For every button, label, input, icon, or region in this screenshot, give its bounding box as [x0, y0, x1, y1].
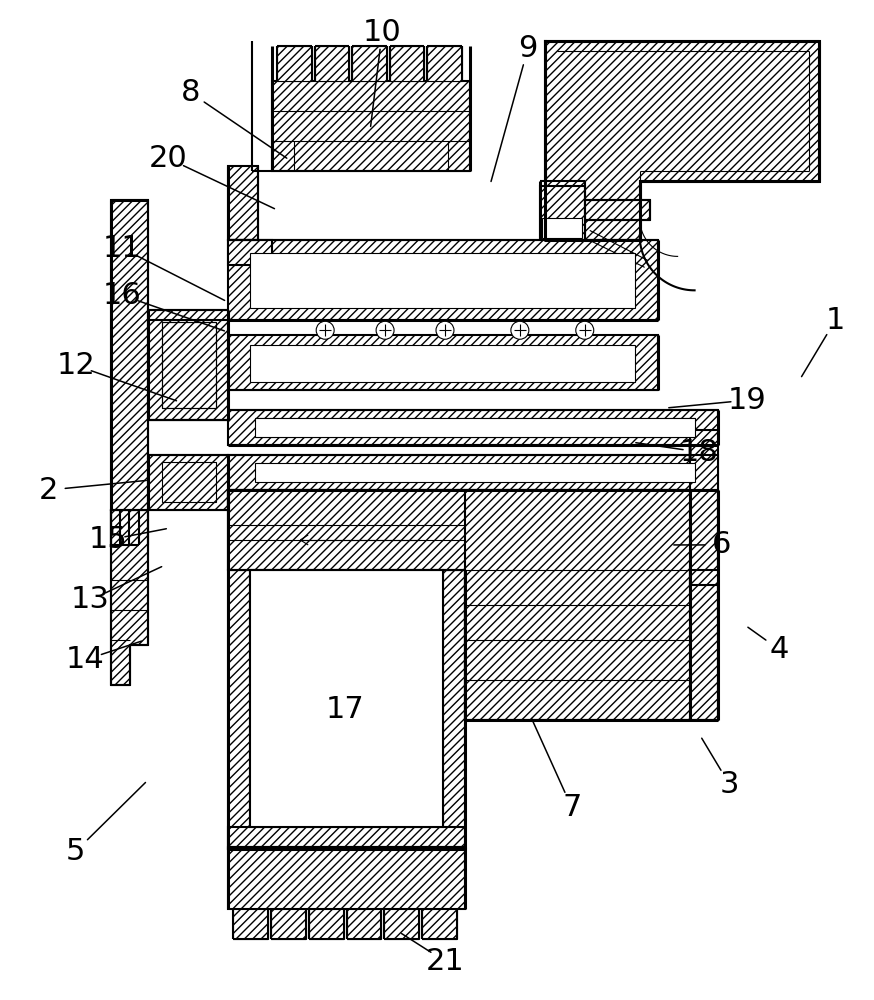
Bar: [228, 410, 718, 445]
Bar: [255, 418, 695, 437]
Bar: [347, 909, 381, 939]
Bar: [542, 218, 582, 238]
Text: 12: 12: [56, 351, 95, 380]
Bar: [585, 200, 649, 220]
Bar: [228, 847, 465, 909]
Text: 1: 1: [826, 306, 845, 335]
Bar: [273, 81, 470, 171]
Circle shape: [576, 321, 593, 339]
Bar: [250, 253, 635, 308]
Text: 14: 14: [66, 645, 105, 674]
Bar: [163, 462, 217, 502]
Bar: [149, 310, 228, 420]
Bar: [422, 909, 457, 939]
Bar: [228, 827, 465, 849]
Text: 10: 10: [363, 18, 401, 47]
Text: 5: 5: [66, 837, 86, 866]
Bar: [309, 909, 343, 939]
Text: 11: 11: [103, 234, 142, 263]
Circle shape: [316, 321, 334, 339]
Bar: [690, 430, 718, 720]
Bar: [228, 570, 250, 849]
Bar: [228, 455, 718, 490]
Bar: [385, 909, 420, 939]
Text: 18: 18: [680, 438, 719, 467]
Bar: [228, 166, 259, 240]
Text: 20: 20: [149, 144, 188, 173]
Bar: [250, 345, 635, 382]
Text: 19: 19: [728, 386, 766, 415]
Text: 7: 7: [562, 793, 581, 822]
Bar: [315, 46, 350, 81]
Bar: [228, 240, 273, 265]
Polygon shape: [110, 510, 149, 685]
Text: 15: 15: [89, 525, 128, 554]
Bar: [228, 335, 657, 390]
Text: 13: 13: [71, 585, 110, 614]
Bar: [352, 46, 387, 81]
Bar: [540, 186, 585, 240]
Bar: [250, 570, 443, 827]
Bar: [228, 240, 657, 320]
Text: 16: 16: [103, 281, 142, 310]
Text: 17: 17: [326, 695, 364, 724]
Polygon shape: [545, 41, 820, 240]
Bar: [277, 46, 312, 81]
Text: 6: 6: [711, 530, 732, 559]
Bar: [149, 455, 228, 510]
Bar: [390, 46, 425, 81]
Bar: [443, 570, 465, 849]
Text: 3: 3: [720, 770, 739, 799]
Bar: [163, 322, 217, 408]
Bar: [110, 200, 149, 510]
Polygon shape: [228, 490, 718, 720]
Circle shape: [511, 321, 529, 339]
Circle shape: [436, 321, 454, 339]
Bar: [271, 909, 306, 939]
Bar: [427, 46, 462, 81]
Text: 8: 8: [181, 78, 200, 107]
Text: 4: 4: [770, 635, 789, 664]
Bar: [233, 909, 268, 939]
Text: 2: 2: [39, 476, 59, 505]
Bar: [255, 463, 695, 482]
Text: 9: 9: [518, 34, 538, 63]
Text: 21: 21: [426, 947, 464, 976]
Circle shape: [376, 321, 394, 339]
